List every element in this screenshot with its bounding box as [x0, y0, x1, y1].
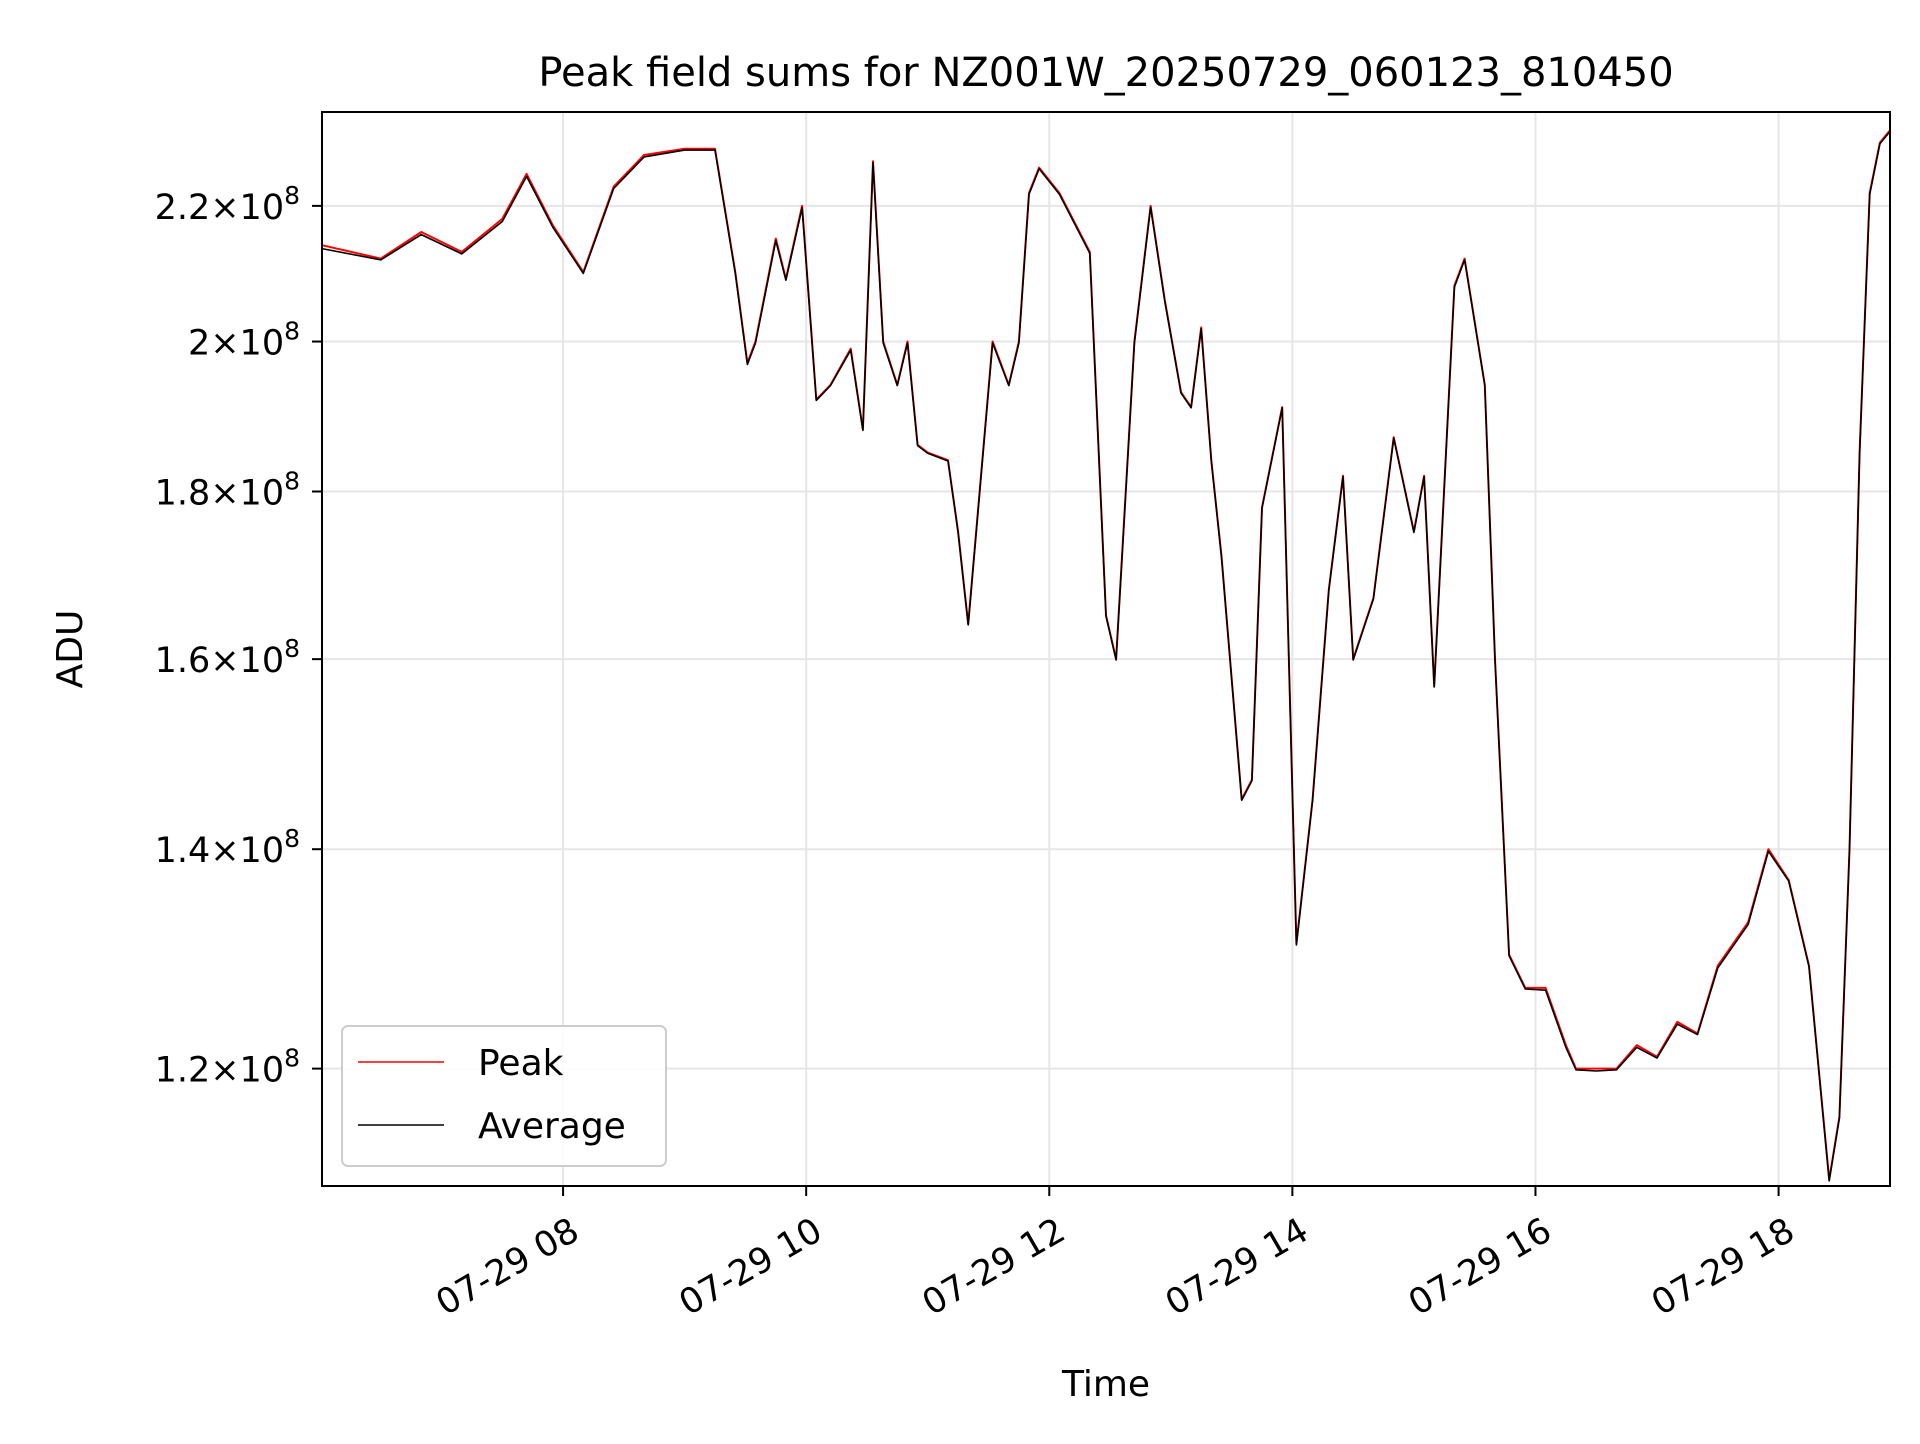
y-tick-label: 2×108: [188, 317, 300, 364]
y-tick-label: 1.4×108: [155, 824, 300, 871]
x-axis-label: Time: [1061, 1364, 1150, 1405]
y-axis-label: ADU: [50, 610, 91, 689]
plot-frame: [321, 111, 1891, 1187]
legend-box: [341, 1025, 667, 1167]
legend-label-peak: Peak: [478, 1043, 564, 1084]
y-tick-label: 1.6×108: [155, 634, 300, 681]
legend-label-average: Average: [478, 1106, 626, 1147]
y-tick-label: 1.8×108: [155, 466, 300, 513]
y-axis-ticks: 1.2×108 1.4×108 1.6×108 1.8×108 2×108 2.2×108: [155, 181, 322, 1091]
series-line-average: [321, 130, 1891, 1182]
series-lines: [321, 129, 1891, 1182]
y-tick-label: 1.2×108: [155, 1044, 300, 1091]
chart-title: Peak field sums for NZ001W_20250729_0601…: [538, 50, 1673, 96]
legend: Peak Average: [341, 1025, 667, 1167]
y-tick-label: 2.2×108: [155, 181, 300, 228]
